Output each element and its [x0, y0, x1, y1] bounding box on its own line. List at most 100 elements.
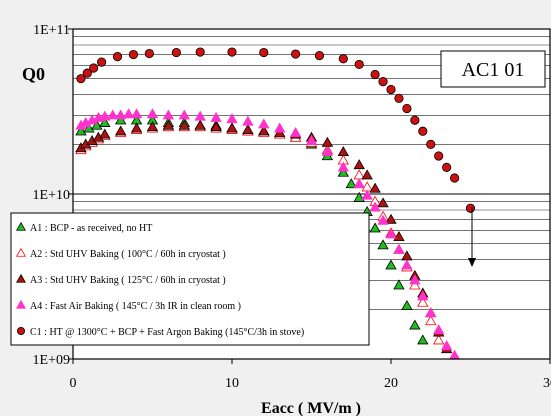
data-point — [370, 69, 380, 80]
data-point — [107, 109, 119, 120]
data-point — [274, 122, 286, 133]
data-point — [402, 103, 412, 114]
data-point — [314, 50, 325, 61]
data-point — [112, 52, 123, 62]
data-point — [345, 178, 357, 189]
data-point — [401, 300, 413, 310]
data-point — [354, 59, 364, 70]
data-point — [449, 173, 460, 183]
legend-label: A4 : Fast Air Baking ( 145°C / 3h IR in … — [30, 301, 241, 312]
data-point — [162, 119, 175, 130]
data-point — [434, 151, 444, 161]
data-point — [130, 122, 143, 133]
data-point — [82, 68, 92, 78]
data-point — [76, 74, 86, 84]
data-point — [426, 139, 436, 149]
data-point — [433, 334, 445, 345]
data-point — [258, 125, 270, 136]
data-point — [378, 76, 388, 87]
legend-marker — [16, 326, 25, 335]
legend-marker — [16, 273, 26, 283]
legend-box — [10, 212, 370, 346]
limit-arrow-head — [468, 258, 476, 267]
data-point — [377, 239, 389, 250]
data-point — [409, 279, 421, 290]
data-point — [338, 54, 348, 64]
data-point — [115, 125, 127, 136]
x-tick-label: 0 — [70, 376, 77, 391]
y-tick-label: 1E+10 — [33, 188, 70, 203]
data-point — [99, 117, 111, 127]
legend-label: C1 : HT @ 1300°C + BCP + Fast Argon Baki… — [30, 327, 304, 338]
data-point — [385, 228, 397, 239]
legend: A1 : BCP - as received, no HT A2 : Std UH… — [10, 212, 370, 346]
data-point — [409, 319, 421, 330]
data-point — [115, 109, 127, 120]
data-point — [146, 108, 159, 119]
sample-tag: AC1 01 — [440, 50, 546, 88]
data-point — [227, 47, 237, 57]
series-3 — [75, 119, 453, 354]
x-axis-title: Eacc ( MV/m ) — [261, 400, 361, 416]
data-point — [394, 93, 404, 103]
data-point — [417, 334, 429, 345]
axis-ticks: 1E+09 1E+10 1E+11 0 10 20 30 — [33, 23, 551, 391]
data-point — [385, 259, 397, 270]
data-point — [321, 146, 334, 157]
data-point — [385, 213, 397, 224]
data-point — [377, 197, 389, 208]
data-point — [210, 121, 222, 132]
data-point — [361, 189, 373, 200]
data-point — [409, 274, 421, 285]
data-point — [195, 47, 205, 57]
data-point — [433, 324, 445, 335]
data-point — [410, 115, 420, 125]
series-5 — [76, 47, 476, 213]
data-point — [353, 178, 365, 189]
data-point — [337, 161, 349, 172]
data-point — [97, 57, 107, 67]
y-tick-label: 1E+09 — [33, 353, 70, 368]
data-point — [401, 259, 413, 270]
data-point — [242, 123, 254, 134]
data-point — [122, 108, 135, 119]
data-series — [75, 47, 476, 360]
data-point — [242, 115, 254, 126]
data-point — [425, 307, 437, 318]
data-point — [144, 48, 154, 59]
data-point — [130, 108, 143, 119]
data-point — [171, 47, 181, 58]
data-point — [425, 315, 437, 326]
data-point — [393, 279, 405, 290]
series-4 — [75, 108, 461, 360]
legend-label: A2 : Std UHV Baking ( 100°C / 60h in cry… — [30, 249, 226, 260]
data-point — [83, 122, 95, 133]
x-tick-label: 20 — [384, 376, 398, 391]
data-point — [337, 146, 349, 157]
data-point — [178, 119, 190, 130]
data-point — [305, 135, 318, 145]
data-point — [146, 121, 159, 132]
data-point — [194, 119, 206, 130]
data-point — [258, 118, 270, 129]
legend-marker — [16, 247, 26, 257]
data-point — [194, 110, 206, 121]
data-point — [442, 162, 452, 172]
data-point — [210, 111, 222, 122]
data-point — [369, 201, 381, 212]
data-point — [290, 49, 301, 59]
data-point — [417, 296, 429, 307]
data-point — [361, 169, 373, 180]
data-point — [115, 114, 127, 125]
data-point — [289, 126, 302, 137]
data-point — [353, 159, 365, 170]
data-point — [440, 340, 453, 351]
data-point — [417, 290, 429, 301]
data-point — [75, 125, 87, 136]
data-point — [377, 214, 389, 225]
data-point — [162, 109, 175, 120]
sample-tag-text: AC1 01 — [462, 59, 525, 81]
data-point — [99, 110, 111, 121]
legend-label: A1 : BCP - as received, no HT — [30, 223, 152, 234]
